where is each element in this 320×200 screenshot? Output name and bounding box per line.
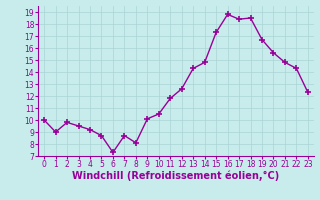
X-axis label: Windchill (Refroidissement éolien,°C): Windchill (Refroidissement éolien,°C) [72, 171, 280, 181]
